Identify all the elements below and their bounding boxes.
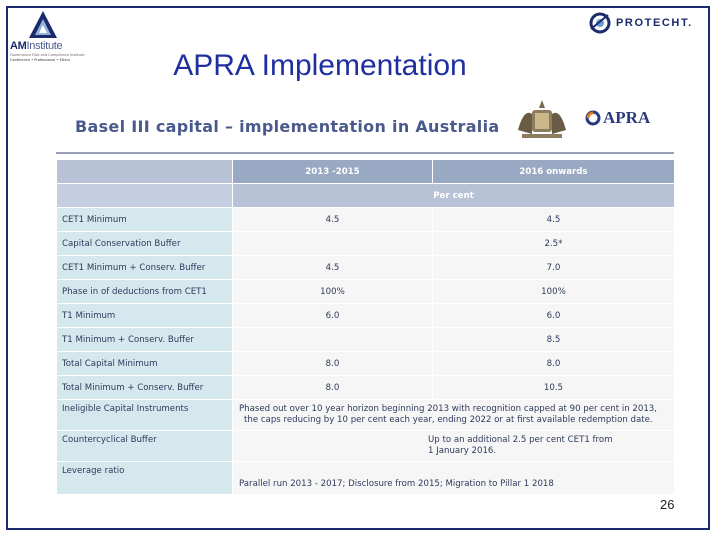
row-label: Total Capital Minimum (57, 351, 233, 376)
table-row: Phase in of deductions from CET1 100% 10… (57, 279, 676, 304)
row-label: CET1 Minimum (57, 207, 233, 232)
row-label: Phase in of deductions from CET1 (57, 279, 233, 304)
table-row: T1 Minimum + Conserv. Buffer 8.5 (57, 327, 676, 352)
row-value-2013-2015 (232, 231, 433, 256)
row-value-2016-onwards: 6.0 (432, 303, 676, 328)
row-label: T1 Minimum + Conserv. Buffer (57, 327, 233, 352)
table-header-2013-2015: 2013 -2015 (232, 160, 433, 184)
coat-of-arms-icon (518, 100, 566, 138)
capital-table: 2013 -2015 2016 onwards Per cent CET1 Mi… (57, 160, 676, 495)
row-value-2016-onwards: 4.5 (432, 207, 676, 232)
logo-wordmark: AMInstitute (10, 40, 63, 52)
slide-subtitle: Basel III capital – implementation in Au… (75, 117, 500, 136)
row-value-2013-2015: 8.0 (232, 351, 433, 376)
row-value-2016-onwards: 7.0 (432, 255, 676, 280)
row-label: Ineligible Capital Instruments (57, 399, 233, 431)
row-value-2013-2015: 6.0 (232, 303, 433, 328)
table-row-countercyclical: Countercyclical Buffer Up to an addition… (57, 430, 675, 462)
table-unit-blank (57, 183, 233, 208)
slide-title: APRA Implementation (173, 49, 467, 82)
protecht-logo: PROTECHT. (588, 10, 693, 36)
logo-tagline-secondary: Conference • Professional • Ethics (10, 58, 71, 62)
row-label: Leverage ratio (57, 461, 233, 495)
row-value-2013-2015: 8.0 (232, 375, 433, 400)
table-header-row: 2013 -2015 2016 onwards (57, 160, 676, 184)
table-row: Total Capital Minimum 8.0 8.0 (57, 351, 676, 376)
triangle-logo-icon (29, 11, 57, 38)
row-label: CET1 Minimum + Conserv. Buffer (57, 255, 233, 280)
table-row: CET1 Minimum 4.5 4.5 (57, 207, 676, 232)
table-row: Capital Conservation Buffer 2.5* (57, 231, 676, 256)
row-value-2013-2015 (232, 327, 433, 352)
table-row-leverage: Leverage ratio Parallel run 2013 - 2017;… (57, 461, 675, 495)
row-value-2013-2015: 4.5 (232, 207, 433, 232)
table-row-ineligible: Ineligible Capital Instruments Phased ou… (57, 399, 675, 431)
row-label: T1 Minimum (57, 303, 233, 328)
table-row: T1 Minimum 6.0 6.0 (57, 303, 676, 328)
row-value-2016-onwards: 8.0 (432, 351, 676, 376)
subtitle-divider (56, 152, 674, 154)
am-institute-logo: AMInstitute Governance Risk and Complian… (8, 8, 85, 64)
table-row: Total Minimum + Conserv. Buffer 8.0 10.5 (57, 375, 676, 400)
table-header-blank (57, 160, 233, 184)
table-header-2016-onwards: 2016 onwards (432, 160, 676, 184)
page-number: 26 (660, 497, 675, 512)
table-unit-row: Per cent (57, 183, 675, 208)
ineligible-description: Phased out over 10 year horizon beginnin… (232, 399, 675, 431)
row-value-2016-onwards: 100% (432, 279, 676, 304)
row-value-2016-onwards: 2.5* (432, 231, 676, 256)
protecht-brand: PROTECHT. (616, 17, 693, 29)
countercyclical-description: Up to an additional 2.5 per cent CET1 fr… (232, 430, 675, 462)
row-label: Capital Conservation Buffer (57, 231, 233, 256)
row-value-2013-2015: 4.5 (232, 255, 433, 280)
leverage-description: Parallel run 2013 - 2017; Disclosure fro… (232, 461, 675, 495)
row-value-2013-2015: 100% (232, 279, 433, 304)
row-label: Countercyclical Buffer (57, 430, 233, 462)
logo-tagline: Governance Risk and Compliance Institute (10, 53, 85, 57)
table-unit-label: Per cent (232, 183, 675, 208)
row-label: Total Minimum + Conserv. Buffer (57, 375, 233, 400)
apra-ring-icon (585, 110, 601, 126)
apra-logo: APRA (585, 108, 650, 128)
row-value-2016-onwards: 8.5 (432, 327, 676, 352)
slide-frame (6, 6, 710, 530)
row-value-2016-onwards: 10.5 (432, 375, 676, 400)
table-row: CET1 Minimum + Conserv. Buffer 4.5 7.0 (57, 255, 676, 280)
protecht-globe-icon (589, 12, 611, 34)
